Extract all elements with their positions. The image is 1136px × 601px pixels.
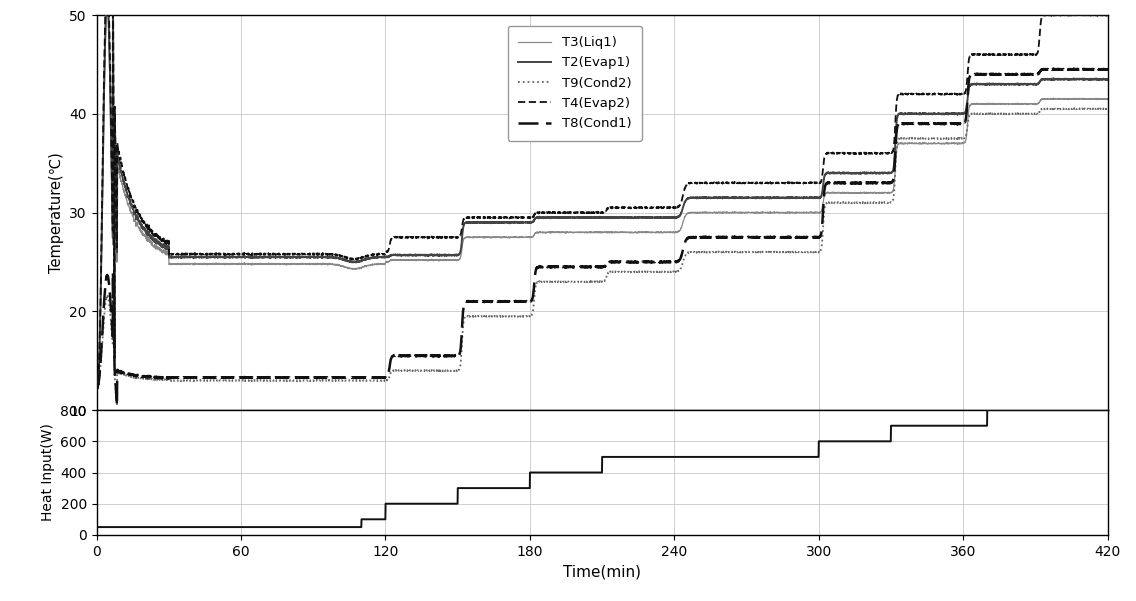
T4(Evap2) xyxy=(696,180,710,187)
T3(Liq1) xyxy=(91,385,105,392)
T9(Cond2) xyxy=(476,313,490,320)
Legend: T3(Liq1), T2(Evap1), T9(Cond2), T4(Evap2), T8(Cond1): T3(Liq1), T2(Evap1), T9(Cond2), T4(Evap2… xyxy=(508,26,642,141)
T3(Liq1) xyxy=(100,7,114,14)
T9(Cond2) xyxy=(110,402,124,409)
T2(Evap1) xyxy=(476,219,490,226)
T4(Evap2) xyxy=(90,382,103,389)
X-axis label: Time(min): Time(min) xyxy=(563,564,641,579)
T3(Liq1) xyxy=(90,382,103,389)
T8(Cond1) xyxy=(476,298,490,305)
T4(Evap2) xyxy=(91,385,105,392)
T2(Evap1) xyxy=(91,385,105,392)
T3(Liq1) xyxy=(476,233,490,240)
T3(Liq1) xyxy=(696,209,710,216)
Line: T4(Evap2): T4(Evap2) xyxy=(97,0,1108,388)
T9(Cond2) xyxy=(696,249,710,256)
T4(Evap2) xyxy=(476,214,490,221)
T9(Cond2) xyxy=(1046,105,1060,112)
T8(Cond1) xyxy=(110,402,124,409)
T9(Cond2) xyxy=(274,377,287,384)
Y-axis label: Temperature(℃): Temperature(℃) xyxy=(49,152,64,273)
T8(Cond1) xyxy=(747,234,761,241)
T2(Evap1) xyxy=(844,169,858,177)
Y-axis label: Heat Input(W): Heat Input(W) xyxy=(41,424,55,522)
T8(Cond1) xyxy=(274,374,287,381)
T3(Liq1) xyxy=(1101,96,1114,103)
Line: T3(Liq1): T3(Liq1) xyxy=(97,11,1108,388)
T3(Liq1) xyxy=(274,260,287,267)
T9(Cond2) xyxy=(1101,106,1114,113)
T9(Cond2) xyxy=(747,249,761,256)
T2(Evap1) xyxy=(1101,76,1114,83)
T3(Liq1) xyxy=(921,140,935,147)
Line: T2(Evap1): T2(Evap1) xyxy=(97,0,1108,388)
T9(Cond2) xyxy=(921,135,935,142)
T8(Cond1) xyxy=(90,382,103,389)
T3(Liq1) xyxy=(844,189,858,197)
T4(Evap2) xyxy=(1101,12,1114,19)
T4(Evap2) xyxy=(274,251,287,258)
Line: T9(Cond2): T9(Cond2) xyxy=(97,108,1108,406)
T4(Evap2) xyxy=(844,150,858,157)
T2(Evap1) xyxy=(90,382,103,389)
T8(Cond1) xyxy=(696,234,710,241)
T4(Evap2) xyxy=(747,179,761,186)
T9(Cond2) xyxy=(844,200,858,207)
T8(Cond1) xyxy=(1046,65,1060,72)
T8(Cond1) xyxy=(1101,66,1114,73)
T2(Evap1) xyxy=(747,194,761,201)
T2(Evap1) xyxy=(921,111,935,118)
T8(Cond1) xyxy=(844,180,858,187)
T8(Cond1) xyxy=(921,120,935,127)
Line: T8(Cond1): T8(Cond1) xyxy=(97,69,1108,406)
T2(Evap1) xyxy=(696,194,710,201)
T2(Evap1) xyxy=(274,254,287,261)
T4(Evap2) xyxy=(921,91,935,98)
T3(Liq1) xyxy=(747,209,761,216)
T9(Cond2) xyxy=(90,382,103,389)
